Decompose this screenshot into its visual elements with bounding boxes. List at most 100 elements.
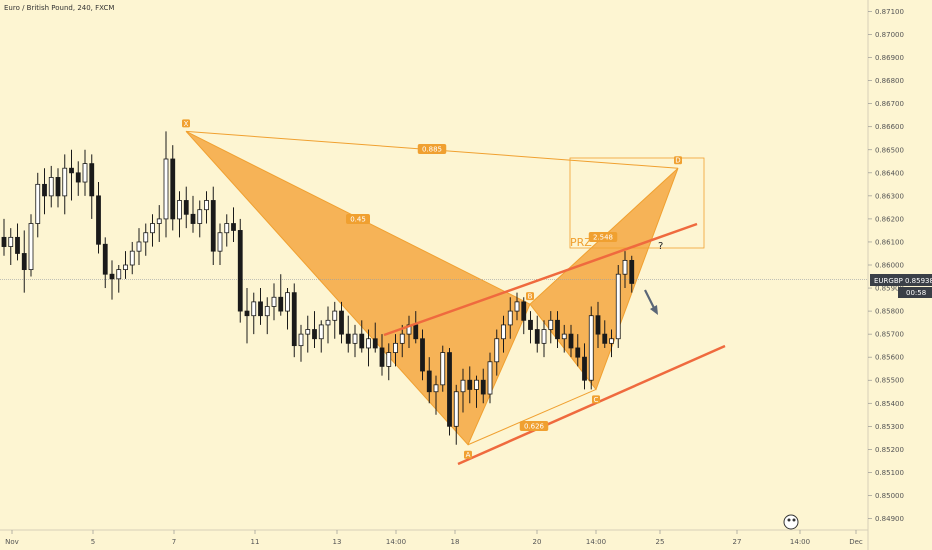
candle (102, 237, 108, 289)
candle (393, 334, 398, 367)
candle (237, 218, 243, 323)
candle (602, 320, 608, 348)
y-tick-label: 0.86700 (875, 100, 904, 108)
y-tick-label: 0.86900 (875, 54, 904, 62)
ratio-text: 0.885 (422, 146, 442, 154)
candle (136, 228, 142, 265)
candle (15, 223, 20, 261)
candle (345, 315, 351, 353)
candle (69, 149, 74, 201)
candle (359, 320, 365, 353)
candle (312, 311, 317, 348)
candle-body-up (305, 329, 311, 335)
time-axis[interactable]: Nov 5 7 11 13 14:00 18 20 14:00 25 27 14:00 Dec (5, 530, 863, 546)
candle-body-up (264, 306, 270, 317)
last-price-tag: EURGBP 0.85938 00:58 (870, 274, 932, 298)
prz-box (569, 157, 705, 249)
ratio-label: 0.626 (519, 421, 549, 431)
candle-body-up (433, 384, 439, 393)
candle (366, 329, 371, 367)
question-mark: ? (658, 241, 663, 252)
point-marker (182, 119, 190, 128)
x-tick-label: 14:00 (586, 538, 606, 546)
candle-body-down (1, 236, 7, 247)
candle-body-down (21, 253, 27, 271)
channel-lower[interactable] (457, 344, 726, 466)
candle (8, 228, 14, 265)
candle-body-down (602, 333, 608, 344)
candle (285, 288, 290, 330)
x-tick-label: Nov (5, 538, 19, 546)
last-price-value: 0.85938 (905, 277, 932, 285)
y-tick-label: 0.86200 (875, 215, 904, 223)
candle-body-up (615, 273, 621, 340)
ratio-label: 2.548 (588, 232, 618, 242)
candle-body-down (258, 301, 263, 317)
candle (163, 131, 169, 238)
candle-body-down (595, 315, 601, 335)
candle (62, 154, 68, 215)
candle-body-down (75, 172, 81, 183)
candle-body-down (102, 243, 108, 275)
candle-body-up (609, 338, 614, 344)
y-tick-label: 0.85700 (875, 331, 904, 339)
candle (487, 352, 493, 404)
candle-body-up (8, 236, 14, 247)
candle (582, 343, 587, 390)
candle-body-up (285, 292, 290, 312)
candle (183, 186, 189, 229)
candle (258, 288, 263, 325)
y-tick-label: 0.85400 (875, 400, 904, 408)
candle-body-up (386, 352, 392, 367)
candle (528, 311, 533, 344)
x-tick-label: 5 (91, 538, 95, 546)
down-arrow-icon (644, 289, 658, 315)
candle-body-up (62, 167, 68, 197)
point-label: B (528, 293, 533, 301)
candle-body-down (534, 329, 540, 344)
candle (561, 324, 567, 353)
candle-body-down (55, 177, 61, 197)
candle (244, 288, 250, 344)
candle (615, 265, 621, 348)
tradingview-logo[interactable] (783, 514, 799, 530)
candle-body-down (629, 259, 635, 284)
ratio-label: 0.885 (417, 144, 447, 154)
candle (210, 186, 216, 265)
price-axis[interactable]: 0.87100 0.87000 0.86900 0.86800 0.86700 0.866… (868, 8, 904, 523)
pattern-annotations: X A B C D 0.45 0.885 2.548 0.626 PRZ? (182, 119, 726, 466)
candle (332, 301, 338, 339)
candle (514, 292, 520, 321)
candle-body-down (278, 296, 284, 312)
candle-body-down (575, 347, 581, 358)
candle (291, 283, 297, 358)
candle (501, 315, 506, 353)
candle (55, 168, 61, 208)
point-label: D (675, 157, 680, 165)
arrow-shaft (644, 289, 655, 309)
candle (433, 375, 439, 415)
candle (467, 366, 473, 404)
candle (21, 230, 27, 293)
y-tick-label: 0.87000 (875, 31, 904, 39)
candle (123, 251, 128, 279)
candle-body-up (393, 342, 398, 353)
ratio-bg (417, 144, 447, 154)
candle (386, 343, 392, 381)
candle-body-up (487, 361, 493, 395)
ratio-bg (346, 214, 370, 224)
candle-body-down (170, 158, 176, 220)
candle (271, 283, 277, 321)
point-label: C (594, 396, 599, 404)
candle-body-down (210, 200, 216, 252)
candle-body-down (345, 333, 351, 344)
candle (264, 297, 270, 335)
candle-body-down (96, 195, 101, 245)
candle-body-up (150, 223, 155, 234)
channel-upper[interactable] (383, 222, 698, 337)
candle-body-up (460, 379, 466, 393)
candle (474, 375, 479, 408)
candle-body-down (109, 273, 115, 280)
candle-body-up (453, 391, 459, 427)
